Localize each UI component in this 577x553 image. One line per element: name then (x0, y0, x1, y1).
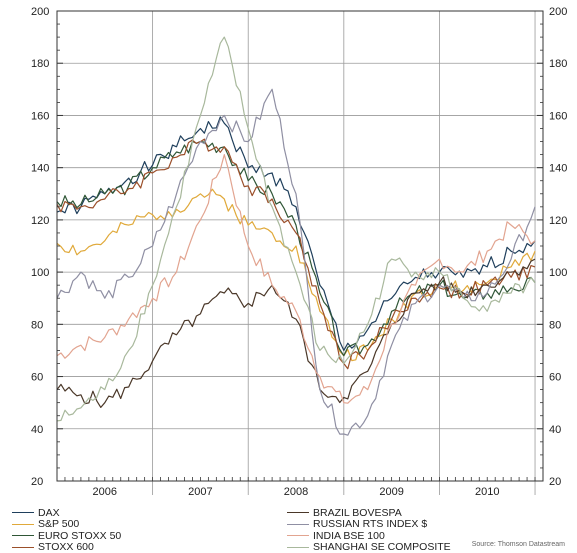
y-tick-label-left-40: 40 (31, 424, 43, 436)
series-line-brazil-bovespa (56, 258, 536, 408)
legend-label: STOXX 600 (38, 541, 94, 553)
y-tick-label-left-140: 140 (31, 163, 49, 175)
legend-item-s-p-500: S&P 500 (12, 518, 121, 531)
y-tick-label-left-200: 200 (31, 6, 49, 18)
series-line-india-bse-100 (56, 154, 536, 404)
legend-item-shanghai-se-composite: SHANGHAI SE COMPOSITE (287, 541, 451, 553)
legend-item-euro-stoxx-50: EURO STOXX 50 (12, 530, 121, 542)
y-tick-label-right-100: 100 (549, 267, 567, 279)
legend-swatch-dax (12, 512, 34, 514)
source-note: Source: Thomson Datastream (471, 541, 565, 548)
x-tick-label-2008: 2008 (284, 486, 308, 498)
legend-label: DAX (38, 506, 60, 519)
legend-swatch-shanghai-se-composite (287, 546, 309, 548)
legend-swatch-russian-rts-index (287, 523, 309, 525)
grid-lines (57, 11, 543, 495)
series-line-stoxx-600 (56, 138, 536, 370)
x-tick-label-2006: 2006 (93, 486, 117, 498)
legend-swatch-euro-stoxx-50 (12, 535, 34, 537)
y-tick-label-right-20: 20 (549, 476, 561, 488)
legend-swatch-india-bse-100 (287, 535, 309, 537)
plot-frame (56, 10, 544, 482)
series-line-russian-rts-index (56, 88, 536, 436)
y-tick-label-right-40: 40 (549, 424, 561, 436)
y-tick-label-right-80: 80 (549, 319, 561, 331)
y-tick-label-right-200: 200 (549, 6, 567, 18)
y-tick-label-left-60: 60 (31, 372, 43, 384)
y-tick-label-right-140: 140 (549, 163, 567, 175)
legend-label: EURO STOXX 50 (38, 529, 122, 542)
legend-label: BRAZIL BOVESPA (313, 506, 402, 519)
legend-swatch-brazil-bovespa (287, 512, 309, 514)
legend-item-russian-rts-index: RUSSIAN RTS INDEX $ (287, 518, 451, 531)
y-tick-label-right-120: 120 (549, 215, 567, 227)
legend-label: RUSSIAN RTS INDEX $ (313, 518, 428, 531)
series-lines (56, 36, 536, 436)
y-tick-label-right-160: 160 (549, 110, 567, 122)
legend-item-stoxx-600: STOXX 600 (12, 541, 121, 553)
legend-swatch-stoxx-600 (12, 546, 34, 548)
legend-label: S&P 500 (38, 518, 80, 531)
legend-item-dax: DAX (12, 507, 121, 519)
legend-item-india-bse-100: INDIA BSE 100 (287, 530, 451, 542)
y-tick-label-left-120: 120 (31, 215, 49, 227)
legend-label: INDIA BSE 100 (313, 529, 385, 542)
y-tick-label-left-20: 20 (31, 476, 43, 488)
x-tick-label-2010: 2010 (475, 486, 499, 498)
series-line-s-p-500 (56, 188, 536, 362)
series-line-euro-stoxx-50 (56, 140, 536, 357)
y-tick-label-left-100: 100 (31, 267, 49, 279)
legend-swatch-s-p-500 (12, 523, 34, 525)
x-tick-label-2007: 2007 (188, 486, 212, 498)
series-line-shanghai-se-composite (56, 36, 536, 422)
y-tick-label-right-60: 60 (549, 372, 561, 384)
y-tick-label-left-180: 180 (31, 58, 49, 70)
legend-right: BRAZIL BOVESPA RUSSIAN RTS INDEX $ INDIA B… (287, 507, 451, 553)
legend-left: DAX S&P 500 EURO STOXX 50 STOXX 600 (12, 507, 121, 553)
x-tick-label-2009: 2009 (379, 486, 403, 498)
y-tick-label-right-180: 180 (549, 58, 567, 70)
axes: 20 20 40 40 60 60 80 80 100 100 120 120 140 140 160 160… (31, 6, 567, 498)
legend-label: SHANGHAI SE COMPOSITE (313, 541, 451, 553)
legend-item-brazil-bovespa: BRAZIL BOVESPA (287, 507, 451, 519)
y-tick-label-left-80: 80 (31, 319, 43, 331)
y-tick-label-left-160: 160 (31, 110, 49, 122)
